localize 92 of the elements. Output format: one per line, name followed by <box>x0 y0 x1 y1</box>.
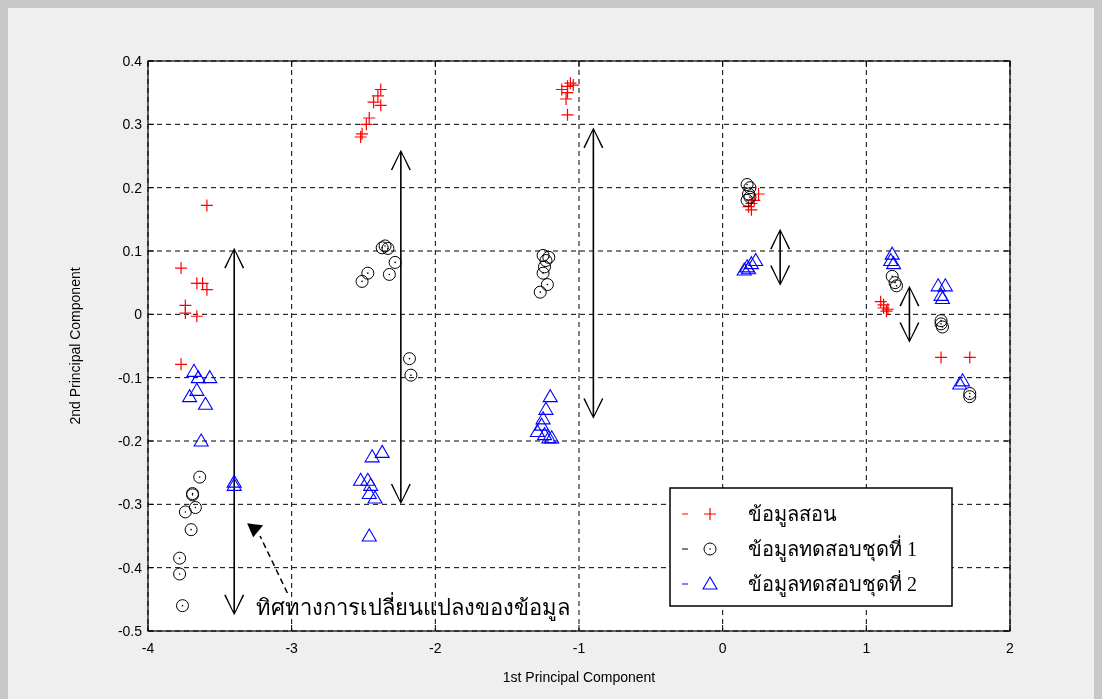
point <box>930 278 946 292</box>
point <box>355 274 369 288</box>
annotation: ทิศทางการเปลี่ยนแปลงของข้อมูล <box>255 591 570 621</box>
point <box>884 246 900 260</box>
point <box>367 490 383 504</box>
point <box>538 401 554 415</box>
y-tick-label: 0 <box>134 306 143 323</box>
y-tick-label: 0.3 <box>122 116 143 133</box>
point <box>534 417 550 431</box>
point <box>361 266 375 280</box>
point <box>174 261 188 275</box>
point <box>186 363 202 377</box>
point <box>184 523 198 537</box>
point <box>173 551 187 565</box>
point <box>361 528 377 542</box>
point <box>536 427 553 441</box>
point <box>374 444 390 458</box>
x-tick-label: 1 <box>862 640 871 656</box>
y-tick-label: 0.1 <box>122 243 143 259</box>
point <box>200 198 214 212</box>
point <box>361 486 377 500</box>
x-tick-label: 2 <box>1006 640 1015 656</box>
point <box>188 501 202 514</box>
legend-label: ข้อมูลทดสอบชุดที่ 2 <box>748 570 917 597</box>
point <box>193 470 207 484</box>
point <box>533 285 547 299</box>
point <box>883 252 899 267</box>
point <box>190 309 204 323</box>
point <box>963 390 977 404</box>
point <box>388 255 402 269</box>
point <box>190 370 206 384</box>
point <box>353 472 369 486</box>
point <box>743 181 757 195</box>
y-axis-title: 2nd Principal Component <box>67 267 83 425</box>
point <box>529 423 545 438</box>
point <box>178 505 192 519</box>
point <box>536 248 550 262</box>
point <box>542 389 558 403</box>
point <box>173 567 187 581</box>
point <box>197 396 214 410</box>
point <box>174 357 188 371</box>
point <box>193 433 209 447</box>
x-axis-title: 1st Principal Component <box>502 669 656 685</box>
y-tick-label: -0.1 <box>117 369 143 386</box>
y-tick-label: -0.2 <box>117 433 143 449</box>
x-tick-label: 0 <box>718 640 727 656</box>
point <box>360 472 376 486</box>
point <box>359 117 373 131</box>
point <box>402 352 416 366</box>
point <box>540 278 554 292</box>
point <box>535 411 551 425</box>
point <box>933 287 949 301</box>
point <box>182 389 198 403</box>
point <box>934 290 951 305</box>
point <box>963 350 977 364</box>
point <box>937 278 953 292</box>
point <box>382 267 396 281</box>
point <box>189 382 205 396</box>
point <box>751 187 766 201</box>
point <box>363 477 379 491</box>
point <box>963 387 977 400</box>
y-tick-label: -0.4 <box>117 559 143 576</box>
legend-label: ข้อมูลทดสอบชุดที่ 1 <box>748 535 917 562</box>
x-tick-label: -3 <box>285 640 299 656</box>
point <box>539 254 553 267</box>
point <box>740 178 754 191</box>
y-tick-label: 0.2 <box>122 179 143 196</box>
point <box>560 108 575 122</box>
point <box>202 370 218 384</box>
point <box>934 350 948 364</box>
y-tick-label: 0.4 <box>122 53 143 69</box>
point <box>404 368 418 382</box>
point <box>748 252 764 267</box>
point <box>178 306 192 320</box>
point <box>538 260 552 274</box>
point <box>374 82 388 97</box>
y-tick-label: -0.3 <box>117 496 143 513</box>
point <box>885 269 899 283</box>
y-tick-label: -0.5 <box>117 623 143 639</box>
x-tick-label: -1 <box>572 640 586 656</box>
x-tick-label: -4 <box>141 640 155 656</box>
point <box>364 449 380 463</box>
point <box>743 256 759 270</box>
x-tick-label: -2 <box>429 640 442 656</box>
point <box>362 111 376 125</box>
point <box>371 89 385 103</box>
point <box>542 250 556 264</box>
point <box>536 266 550 280</box>
point <box>559 92 573 106</box>
point <box>175 599 189 613</box>
legend-label: ข้อมูลสอน <box>748 503 837 527</box>
point <box>886 256 902 270</box>
